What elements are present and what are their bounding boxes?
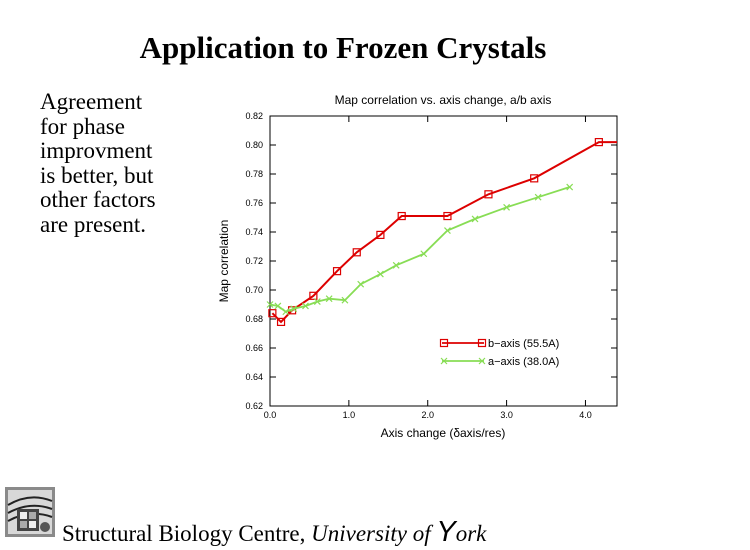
plot-frame: [269, 115, 618, 407]
data-point: [357, 280, 365, 288]
data-point: [484, 190, 493, 199]
footer-university-rest: ork: [455, 521, 487, 546]
data-point: [444, 227, 451, 234]
x-axis-label: Axis change (δaxis/res): [381, 426, 506, 440]
body-line: are present.: [40, 211, 146, 237]
data-point: [594, 137, 603, 147]
chart-legend: b−axis (55.5A) a−axis (38.0A): [439, 338, 559, 368]
y-tick-label: 0.72: [245, 256, 263, 266]
body-line: other factors: [40, 187, 156, 212]
chart-title: Map correlation vs. axis change, a/b axi…: [335, 93, 552, 107]
series-layer: [266, 137, 617, 326]
x-tick-label: 2.0: [421, 410, 434, 420]
legend-label: a−axis (38.0A): [488, 356, 559, 368]
data-point: [332, 267, 342, 276]
data-point: [530, 174, 539, 183]
y-tick-label: 0.70: [245, 285, 263, 295]
data-point: [302, 302, 309, 310]
footer-university-initial: Y: [436, 516, 456, 548]
legend-marker: [477, 338, 487, 348]
body-line: for phase: [40, 113, 125, 139]
x-tick-label: 3.0: [500, 410, 513, 420]
data-point: [309, 291, 318, 300]
y-axis-label: Map correlation: [217, 220, 231, 303]
data-point: [276, 317, 286, 326]
data-point: [325, 295, 333, 303]
y-tick-label: 0.78: [245, 169, 263, 179]
sbc-logo: [5, 487, 55, 537]
map-correlation-chart: Map correlation vs. axis change, a/b axi…: [217, 93, 618, 440]
data-point: [397, 211, 406, 221]
data-point: [274, 302, 282, 310]
legend-marker: [440, 357, 448, 365]
data-point: [566, 183, 574, 191]
data-point: [282, 308, 290, 316]
x-tick-label: 1.0: [343, 410, 356, 420]
footer: Structural Biology Centre, University of…: [62, 516, 486, 549]
body-line: is better, but: [40, 162, 154, 188]
slide-body-text: Agreement for phase improvment is better…: [40, 89, 220, 237]
data-point: [313, 298, 321, 306]
legend-label: b−axis (55.5A): [488, 338, 559, 350]
data-point: [471, 215, 479, 223]
data-point: [503, 203, 511, 211]
data-point: [534, 193, 542, 201]
legend-marker: [439, 338, 449, 348]
data-point: [376, 230, 385, 239]
y-tick-label: 0.80: [245, 140, 263, 150]
data-point: [376, 270, 384, 278]
data-point: [290, 305, 298, 313]
data-point: [268, 309, 277, 318]
y-tick-label: 0.76: [245, 198, 263, 208]
body-line: Agreement: [40, 89, 143, 114]
y-tick-label: 0.62: [245, 401, 263, 411]
data-point: [443, 211, 452, 221]
y-tick-label: 0.68: [245, 314, 263, 324]
footer-centre: Structural Biology Centre,: [62, 521, 306, 546]
footer-university-prefix: University of: [311, 521, 437, 546]
legend-marker: [478, 357, 486, 365]
y-tick-label: 0.66: [245, 343, 263, 353]
slide-title: Application to Frozen Crystals: [139, 30, 547, 65]
y-tick-label: 0.74: [245, 227, 263, 237]
x-tick-label: 0.0: [264, 410, 277, 420]
body-line: improvment: [40, 138, 153, 163]
data-point: [266, 301, 274, 308]
data-point: [352, 248, 361, 257]
y-tick-label: 0.64: [245, 372, 263, 382]
data-point: [392, 261, 400, 269]
y-tick-label: 0.82: [245, 111, 263, 121]
axis-ticks: 0.62 0.64 0.66 0.68 0.70 0.72 0.74 0.76 0.78 0.80…: [245, 111, 617, 420]
x-tick-label: 4.0: [579, 410, 592, 420]
data-point: [420, 250, 428, 258]
data-point: [341, 296, 349, 304]
